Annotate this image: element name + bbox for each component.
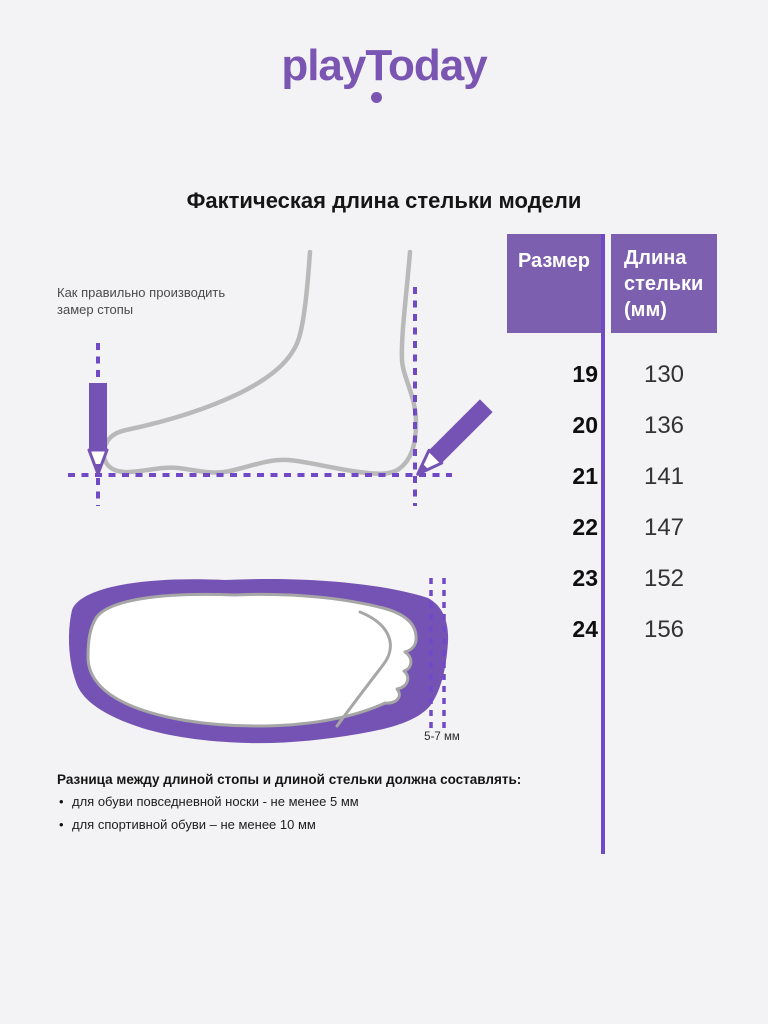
brand-logo-text: playToday xyxy=(281,41,487,90)
table-divider xyxy=(601,234,605,854)
insole-gap-label: 5-7 мм xyxy=(424,731,460,743)
length-value: 136 xyxy=(643,411,685,439)
footer-note: Разница между длиной стопы и длиной стел… xyxy=(57,772,637,833)
footer-bullet-text: для обуви повседневной носки - не менее … xyxy=(72,794,359,809)
logo-dot-icon xyxy=(371,92,382,103)
table-row: 24 156 xyxy=(507,604,723,655)
length-column-header: Длина стельки (мм) xyxy=(611,234,717,333)
measure-note-line1: Как правильно производить xyxy=(57,285,226,300)
foot-outline xyxy=(101,249,419,476)
length-value: 152 xyxy=(643,564,685,592)
length-value: 156 xyxy=(643,615,685,643)
measure-note-line2: замер стопы xyxy=(57,301,134,317)
footer-heading: Разница между длиной стопы и длиной стел… xyxy=(57,772,522,787)
footprint-arc xyxy=(335,610,392,728)
size-value: 20 xyxy=(572,412,598,438)
table-row: 23 152 xyxy=(507,553,723,604)
length-value: 130 xyxy=(643,360,685,388)
measure-note: Как правильно производить замер стопы xyxy=(57,285,225,319)
size-value: 19 xyxy=(572,361,598,387)
table-row: 22 147 xyxy=(507,502,723,553)
insole-diagram xyxy=(68,578,449,744)
pencil-icon xyxy=(416,399,493,476)
footer-bullet: для обуви повседневной носки - не менее … xyxy=(57,793,637,811)
footprint-shape xyxy=(86,592,418,728)
page-title: Фактическая длина стельки модели xyxy=(186,188,582,213)
footer-bullet-list: для обуви повседневной носки - не менее … xyxy=(57,793,637,833)
length-value: 147 xyxy=(643,513,685,541)
length-value: 141 xyxy=(643,462,685,490)
size-column-header: Размер xyxy=(507,234,601,333)
size-value: 24 xyxy=(572,616,598,642)
table-row: 21 141 xyxy=(507,451,723,502)
brand-logo: playToday xyxy=(0,41,768,103)
size-value: 21 xyxy=(572,463,598,489)
foot-measurement-diagram xyxy=(68,249,493,506)
footer-bullet: для спортивной обуви – не менее 10 мм xyxy=(57,816,637,834)
size-table-rows: 19 130 20 136 21 141 22 147 23 152 24 15… xyxy=(507,349,723,655)
pencil-icon xyxy=(87,383,109,476)
table-row: 20 136 xyxy=(507,400,723,451)
table-row: 19 130 xyxy=(507,349,723,400)
size-value: 22 xyxy=(572,514,598,540)
size-value: 23 xyxy=(572,565,598,591)
footer-bullet-text: для спортивной обуви – не менее 10 мм xyxy=(72,816,316,832)
